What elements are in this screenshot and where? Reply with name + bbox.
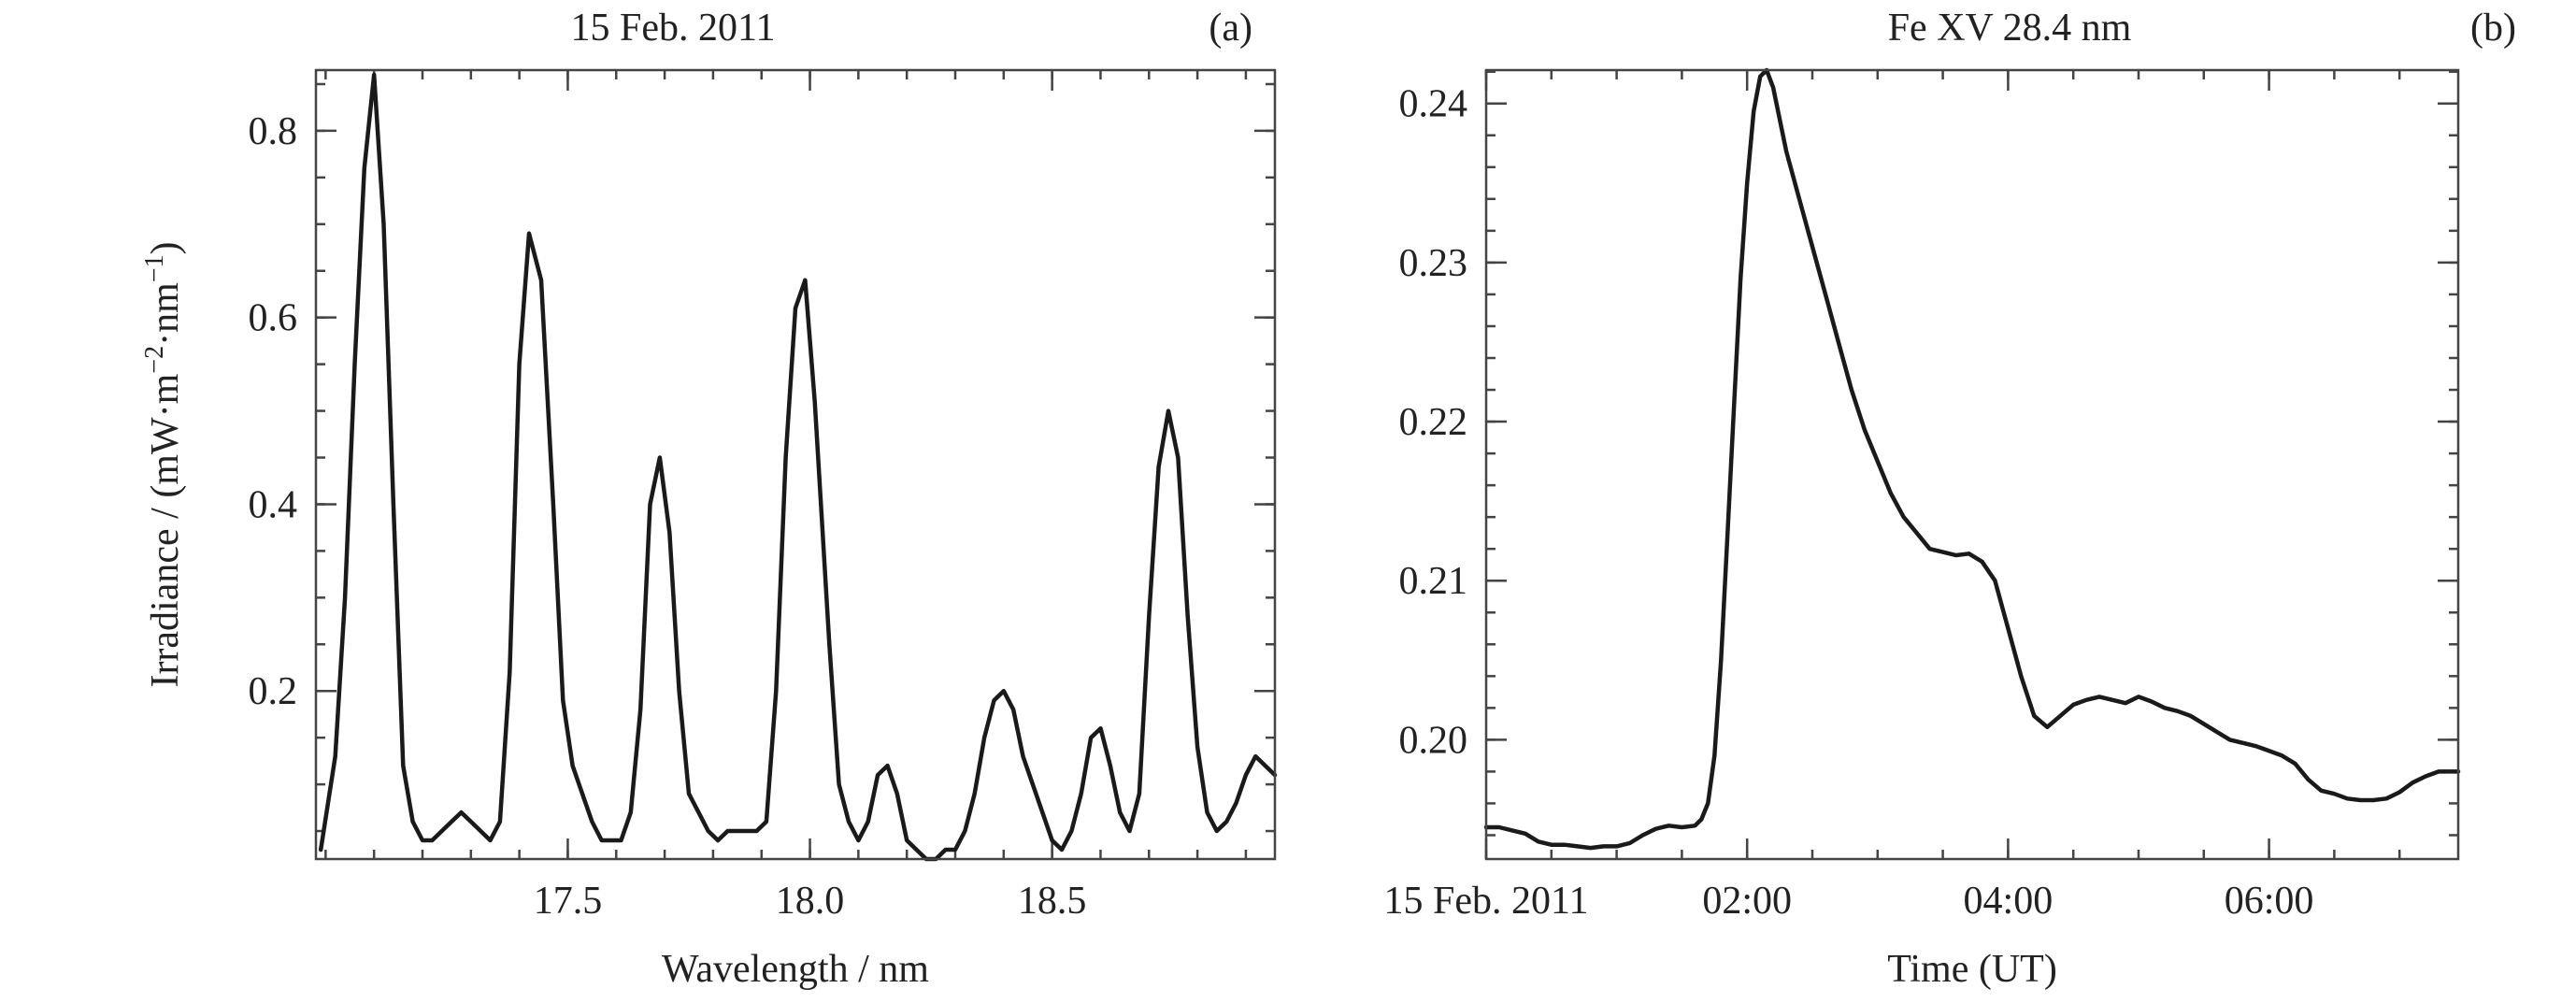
- x-tick-label: 04:00: [1964, 880, 2054, 923]
- x-tick-label: 18.5: [1018, 880, 1087, 923]
- panel-a-xlabel: Wavelength / nm: [662, 948, 929, 991]
- y-tick-label: 0.6: [249, 297, 298, 340]
- panel-b-plot-frame: [1484, 68, 2460, 861]
- ylabel-m: m: [144, 373, 187, 404]
- panel-a-ylabel: Irradiance / (mW·m−2·nm−1): [140, 241, 187, 687]
- y-tick-label: 0.22: [1399, 401, 1468, 444]
- panel-b-label: (b): [2470, 7, 2516, 50]
- panel-a: 15 Feb. 2011 (a) 17.5 18.0 18.5 0.2 0.4 0.6 0.…: [140, 7, 1278, 991]
- panel-b: Fe XV 28.4 nm (b) 15 Feb. 2011 02:00 04:00…: [1384, 7, 2516, 991]
- ylabel-nm: nm: [144, 282, 187, 333]
- x-tick-label: 06:00: [2225, 880, 2314, 923]
- x-tick-label: 02:00: [1702, 880, 1792, 923]
- panel-a-irradiance-line: [318, 72, 1278, 862]
- y-tick-label: 0.20: [1399, 719, 1468, 762]
- y-tick-label: 0.21: [1399, 560, 1468, 603]
- panel-b-flux-line: [1483, 67, 2461, 851]
- y-tick-label: 0.24: [1399, 83, 1468, 126]
- panel-b-ticks: 15 Feb. 2011 02:00 04:00 06:00 0.20 0.21 0.22 0…: [1384, 70, 2458, 923]
- panel-b-xlabel: Time (UT): [1887, 948, 2057, 991]
- panel-a-label: (a): [1209, 7, 1252, 50]
- panel-a-plot-frame: [314, 68, 1277, 861]
- panel-b-title: Fe XV 28.4 nm: [1888, 7, 2132, 50]
- y-tick-label: 0.2: [249, 670, 298, 713]
- ylabel-dot-2: ·: [144, 333, 187, 346]
- x-tick-label: 18.0: [776, 880, 845, 923]
- x-tick-label: 15 Feb. 2011: [1384, 880, 1589, 923]
- y-tick-label: 0.23: [1399, 242, 1468, 285]
- panel-a-title: 15 Feb. 2011: [571, 7, 776, 50]
- panel-a-ticks: 17.5 18.0 18.5 0.2 0.4 0.6 0.8: [249, 70, 1275, 923]
- ylabel-close: ): [144, 241, 187, 254]
- ylabel-m-exponent: −2: [140, 346, 169, 374]
- y-tick-label: 0.4: [249, 483, 298, 526]
- ylabel-nm-exponent: −1: [140, 254, 169, 282]
- ylabel-dot-1: ·: [144, 404, 187, 417]
- x-tick-label: 17.5: [534, 880, 603, 923]
- ylabel-main: Irradiance / (mW: [144, 417, 187, 688]
- y-tick-label: 0.8: [249, 110, 298, 153]
